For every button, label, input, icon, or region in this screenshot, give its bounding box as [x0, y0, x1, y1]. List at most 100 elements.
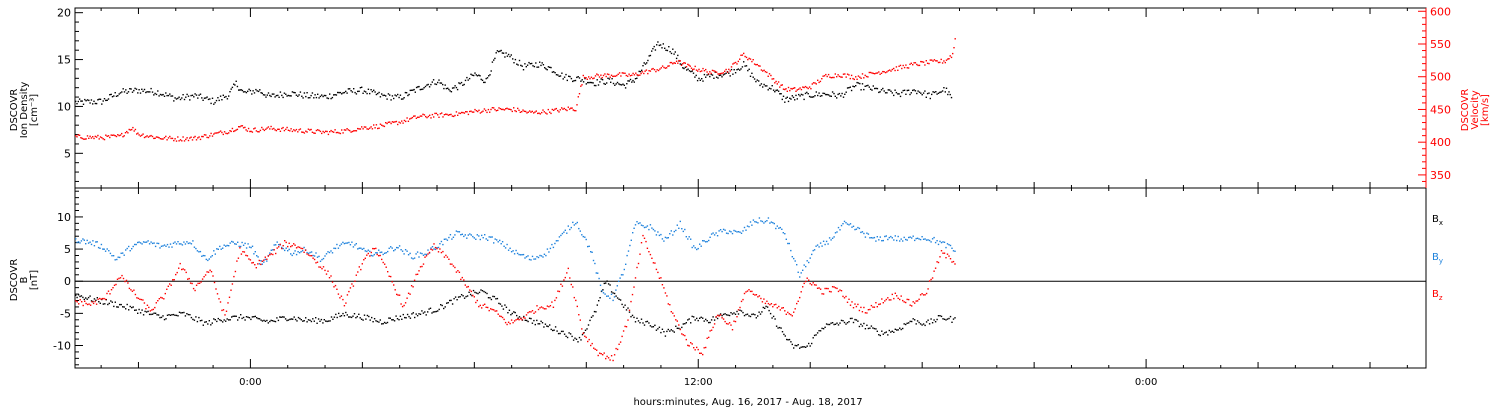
bz-point	[178, 267, 180, 269]
velocity-point	[85, 138, 87, 140]
velocity-point	[110, 134, 112, 136]
by-point	[313, 255, 316, 257]
velocity-point	[211, 135, 214, 137]
velocity-point	[531, 110, 533, 113]
bx-point	[954, 317, 956, 319]
bx-point	[799, 347, 801, 349]
density-point	[932, 91, 934, 93]
by-point	[909, 236, 911, 238]
density-point	[468, 77, 471, 80]
by-point	[563, 231, 565, 233]
bz-point	[775, 303, 777, 306]
by-point	[114, 259, 116, 261]
by-point	[637, 222, 640, 225]
density-point	[522, 69, 525, 71]
velocity-point	[129, 129, 132, 131]
bx-point	[465, 295, 467, 298]
bx-point	[840, 319, 843, 322]
bx-point	[624, 304, 626, 306]
bz-point	[543, 308, 546, 310]
by-point	[261, 263, 263, 265]
density-point	[185, 96, 187, 98]
bz-point	[454, 266, 456, 269]
density-point	[729, 75, 731, 77]
density-point	[405, 92, 408, 94]
by-point	[719, 229, 722, 231]
bx-point	[184, 315, 187, 317]
density-point	[155, 93, 158, 96]
by-point	[772, 222, 774, 224]
velocity-point	[238, 126, 240, 128]
bz-point	[406, 297, 408, 299]
bx-point	[940, 315, 943, 318]
by-point	[915, 237, 917, 240]
velocity-point	[435, 112, 438, 115]
by-point	[642, 225, 644, 227]
velocity-point	[343, 129, 346, 131]
bz-point	[342, 298, 344, 301]
bx-point	[142, 314, 145, 316]
density-point	[510, 54, 512, 56]
bz-point	[539, 307, 541, 309]
velocity-point	[527, 111, 529, 113]
density-point	[321, 94, 323, 96]
velocity-point	[755, 64, 757, 66]
velocity-point	[379, 123, 382, 125]
bz-point	[393, 284, 395, 286]
bz-point	[919, 294, 922, 296]
bx-point	[432, 311, 435, 313]
density-point	[265, 96, 267, 98]
velocity-point	[513, 107, 515, 109]
by-point	[312, 254, 314, 257]
bz-point	[448, 258, 450, 260]
velocity-point	[226, 132, 229, 135]
density-point	[77, 100, 79, 103]
by-point	[833, 236, 835, 238]
velocity-point	[219, 130, 222, 132]
bx-point	[431, 312, 433, 314]
velocity-point	[383, 125, 386, 128]
velocity-point	[781, 84, 783, 86]
bx-point	[858, 325, 861, 328]
density-point	[705, 76, 707, 78]
density-point	[261, 92, 263, 94]
bz-point	[591, 342, 593, 345]
bx-point	[83, 298, 85, 301]
bz-point	[309, 255, 311, 257]
by-point	[442, 243, 444, 246]
velocity-point	[902, 64, 904, 67]
density-point	[202, 99, 204, 101]
velocity-point	[944, 61, 946, 64]
bz-point	[597, 354, 599, 357]
density-point	[658, 44, 660, 47]
by-point	[849, 223, 852, 225]
by-point	[138, 241, 140, 243]
by-point	[733, 229, 735, 232]
velocity-point	[345, 129, 347, 131]
by-point	[154, 245, 157, 248]
by-point	[415, 253, 417, 255]
bx-point	[154, 312, 157, 314]
density-point	[514, 58, 517, 61]
bz-point	[709, 330, 711, 332]
bz-point	[942, 252, 944, 254]
by-point	[648, 228, 650, 231]
by-point	[171, 246, 173, 248]
bz-point	[752, 293, 755, 295]
velocity-point	[371, 128, 374, 130]
density-point	[634, 78, 637, 80]
velocity-point	[673, 62, 675, 64]
density-point	[770, 88, 772, 90]
velocity-point	[948, 58, 950, 60]
bz-point	[533, 312, 535, 314]
velocity-point	[882, 70, 884, 73]
density-point	[821, 95, 823, 97]
bz-point	[552, 306, 555, 308]
bz-point	[922, 294, 925, 296]
bz-point	[279, 243, 281, 246]
by-point	[198, 251, 200, 253]
bx-point	[812, 337, 814, 339]
velocity-point	[505, 108, 507, 110]
density-point	[899, 95, 902, 98]
density-point	[270, 95, 272, 98]
